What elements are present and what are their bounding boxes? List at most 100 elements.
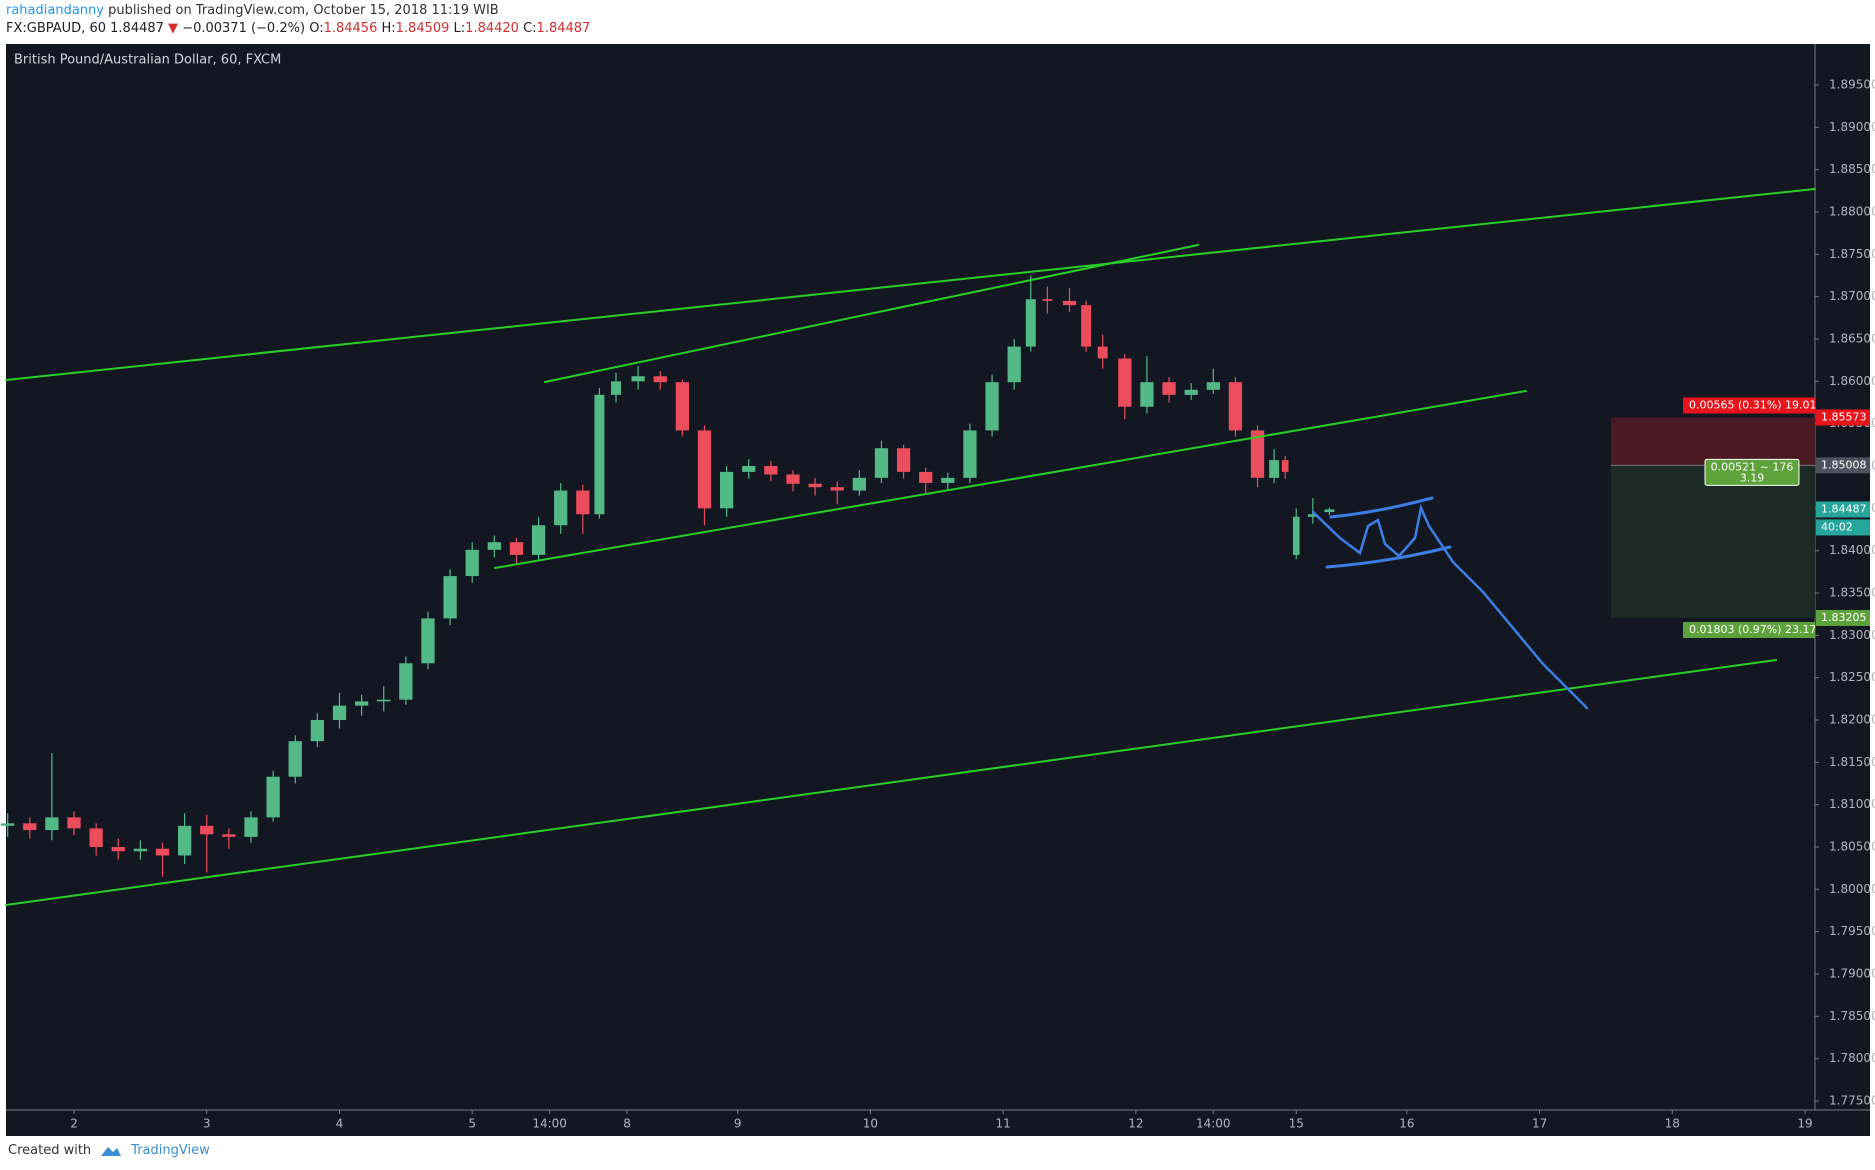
l: 1.84420	[465, 21, 519, 36]
last-price: 1.84487	[1821, 502, 1867, 515]
y-tick-label: 1.86000	[1829, 374, 1875, 388]
target-label-box	[1683, 621, 1815, 638]
candle-body	[554, 490, 568, 526]
x-tick-label: 3	[203, 1117, 211, 1131]
candle-body	[509, 542, 524, 555]
candle-body	[377, 699, 391, 702]
candle-body	[23, 823, 37, 831]
info-label: 0.00521 ~ 176	[1711, 460, 1794, 473]
candle-body	[1228, 382, 1243, 431]
y-tick-label: 1.89000	[1829, 120, 1875, 134]
x-tick-label: 15	[1289, 1117, 1304, 1131]
x-tick-label: 5	[468, 1117, 476, 1131]
candle-body	[1042, 299, 1053, 301]
o: 1.84456	[323, 21, 378, 36]
brand[interactable]: TradingView	[131, 1143, 210, 1158]
candle-body	[332, 705, 347, 721]
candle-body	[896, 448, 911, 472]
candle-body	[244, 817, 258, 837]
x-tick-label: 16	[1399, 1117, 1414, 1131]
candle-body	[67, 817, 81, 829]
arrow: ▼	[168, 21, 179, 36]
candle-body	[631, 376, 645, 382]
candle-body	[697, 430, 712, 509]
x-tick-label: 8	[623, 1117, 631, 1131]
target-price-box	[1816, 609, 1870, 626]
y-tick-label: 1.77500	[1829, 1094, 1875, 1108]
ratio-label: 3.19	[1740, 471, 1765, 484]
target-label: 0.01803 (0.97%) 23.17	[1689, 623, 1817, 636]
y-tick-label: 1.88500	[1829, 162, 1875, 176]
y-tick-label: 1.82500	[1829, 670, 1875, 684]
published: published on TradingView.com, October 15…	[108, 3, 499, 18]
candle-body	[465, 549, 479, 577]
candle-body	[919, 471, 933, 483]
y-tick-label: 1.78000	[1829, 1051, 1875, 1065]
candle-body	[1269, 460, 1280, 478]
y-tick-label: 1.80000	[1829, 882, 1875, 896]
y-tick-label: 1.81000	[1829, 797, 1875, 811]
candle-body	[421, 618, 435, 664]
candle-body	[1292, 516, 1300, 555]
countdown: 40:02	[1821, 520, 1853, 533]
candle-body	[177, 825, 192, 856]
projection-path	[1311, 503, 1589, 710]
candle-body	[531, 525, 546, 555]
x-tick-label: 10	[863, 1117, 878, 1131]
pennant-line	[1329, 496, 1434, 519]
candle-body	[594, 394, 605, 515]
entry-price: 1.85008	[1821, 458, 1867, 471]
trend-line	[494, 390, 1527, 569]
y-tick-label: 1.88000	[1829, 204, 1875, 218]
candle-body	[222, 834, 236, 837]
y-tick-label: 1.78500	[1829, 1009, 1875, 1023]
entry-price-box	[1816, 457, 1870, 474]
l-label: L:	[453, 21, 466, 36]
candle-body	[266, 776, 280, 818]
countdown-box	[1816, 519, 1870, 536]
x-tick-label: 18	[1665, 1117, 1680, 1131]
y-tick-label: 1.87500	[1829, 247, 1875, 261]
stop-price: 1.85573	[1821, 410, 1867, 423]
x-tick-label: 14:00	[532, 1117, 567, 1131]
trend-line	[544, 244, 1199, 383]
candle-body	[830, 487, 844, 491]
h-label: H:	[381, 21, 396, 36]
candle-body	[1307, 514, 1318, 517]
candle-body	[1025, 299, 1036, 347]
trend-line	[5, 659, 1777, 906]
x-tick-label: 12	[1128, 1117, 1143, 1131]
pennant-line	[1325, 545, 1452, 569]
chart: British Pound/Australian Dollar, 60, FXC…	[0, 42, 1875, 1138]
created-with: Created with	[8, 1143, 92, 1158]
candle-body	[675, 382, 690, 431]
candle-body	[653, 376, 667, 383]
candle-body	[941, 477, 955, 483]
candle-body	[1250, 430, 1265, 478]
candle-body	[1007, 346, 1021, 383]
candle-body	[1140, 382, 1154, 407]
x-tick-label: 14:00	[1196, 1117, 1231, 1131]
y-tick-label: 1.80500	[1829, 840, 1875, 854]
y-tick-label: 1.79500	[1829, 924, 1875, 938]
header-line: FX:GBPAUD, 60 1.84487 ▼ −0.00371 (−0.2%)…	[6, 21, 590, 36]
author[interactable]: rahadiandanny	[6, 3, 104, 18]
y-tick-label: 1.86500	[1829, 331, 1875, 345]
last-price-box	[1816, 501, 1870, 518]
y-tick-label: 1.87000	[1829, 289, 1875, 303]
change: −0.00371 (−0.2%)	[182, 21, 306, 36]
x-tick-label: 9	[734, 1117, 742, 1131]
candle-body	[310, 720, 324, 742]
x-tick-label: 17	[1532, 1117, 1547, 1131]
y-tick-label: 1.84000	[1829, 543, 1875, 557]
h: 1.84509	[395, 21, 450, 36]
candle-body	[1184, 389, 1198, 395]
candle-body	[764, 465, 778, 475]
candle-body	[852, 477, 866, 491]
y-tick-label: 1.89500	[1829, 77, 1875, 91]
candle-body	[354, 701, 369, 706]
y-tick-label: 1.83000	[1829, 628, 1875, 642]
stop-price-box	[1816, 409, 1870, 426]
logo-shape	[101, 1146, 122, 1156]
last: 1.84487	[110, 21, 164, 36]
